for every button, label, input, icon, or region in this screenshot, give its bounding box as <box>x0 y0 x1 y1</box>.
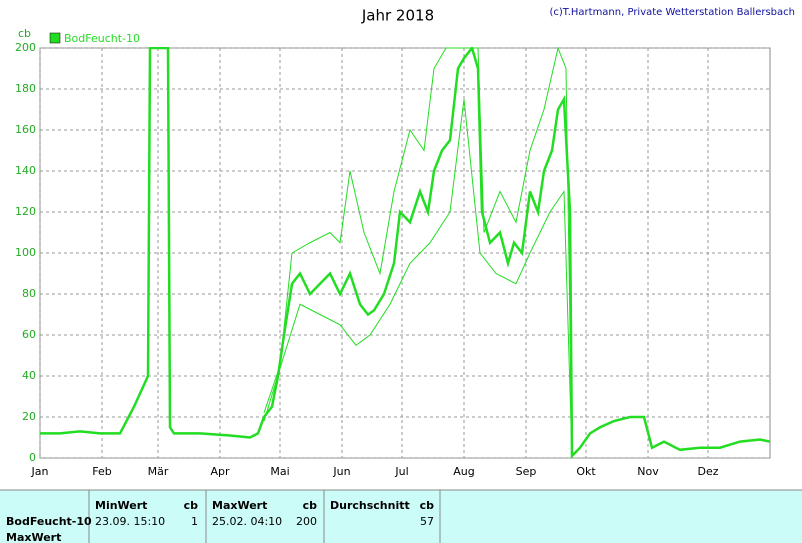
credit: (c)T.Hartmann, Private Wetterstation Bal… <box>549 7 795 18</box>
y-tick-label: 20 <box>22 410 36 423</box>
y-tick-label: 0 <box>29 451 36 464</box>
table-footer: MaxWert <box>6 531 61 543</box>
legend-swatch <box>49 32 61 44</box>
y-tick-label: 120 <box>15 205 36 218</box>
table-cell: 57 <box>420 515 434 528</box>
x-tick-label: Jul <box>394 465 408 478</box>
y-tick-label: 180 <box>15 82 36 95</box>
table-header: cb <box>303 499 318 512</box>
y-axis-label: cb <box>18 27 31 40</box>
x-tick-label: Nov <box>637 465 659 478</box>
chart-title: Jahr 2018 <box>361 7 434 25</box>
x-tick-label: Feb <box>92 465 111 478</box>
x-tick-label: Dez <box>697 465 718 478</box>
x-tick-label: Sep <box>516 465 537 478</box>
x-tick-label: Jan <box>31 465 49 478</box>
y-tick-label: 80 <box>22 287 36 300</box>
table-header: Durchschnitt <box>330 499 410 512</box>
table-cell: 1 <box>191 515 198 528</box>
summary-table: MinWert cb MaxWert cb Durchschnitt cb Bo… <box>0 489 802 543</box>
table-bg <box>0 490 802 543</box>
x-tick-label: Aug <box>453 465 474 478</box>
legend-label: BodFeucht-10 <box>64 32 140 45</box>
x-tick-label: Jun <box>332 465 350 478</box>
series-line <box>263 99 573 456</box>
table-cell: 25.02. 04:10 <box>212 515 282 528</box>
table-header: cb <box>420 499 435 512</box>
table-header: cb <box>184 499 199 512</box>
table-header: MaxWert <box>212 499 267 512</box>
series-line <box>40 47 770 459</box>
y-tick-label: 160 <box>15 123 36 136</box>
y-tick-label: 100 <box>15 246 36 259</box>
table-cell: 23.09. 15:10 <box>95 515 165 528</box>
x-tick-label: Mär <box>148 465 169 478</box>
table-header: MinWert <box>95 499 147 512</box>
x-tick-label: Mai <box>270 465 289 478</box>
x-tick-label: Okt <box>576 465 596 478</box>
y-tick-label: 140 <box>15 164 36 177</box>
series-line <box>263 47 573 456</box>
table-row-label: BodFeucht-10 <box>6 515 92 528</box>
x-tick-label: Apr <box>210 465 230 478</box>
y-tick-label: 60 <box>22 328 36 341</box>
y-tick-label: 40 <box>22 369 36 382</box>
y-tick-label: 200 <box>15 41 36 54</box>
table-cell: 200 <box>296 515 317 528</box>
